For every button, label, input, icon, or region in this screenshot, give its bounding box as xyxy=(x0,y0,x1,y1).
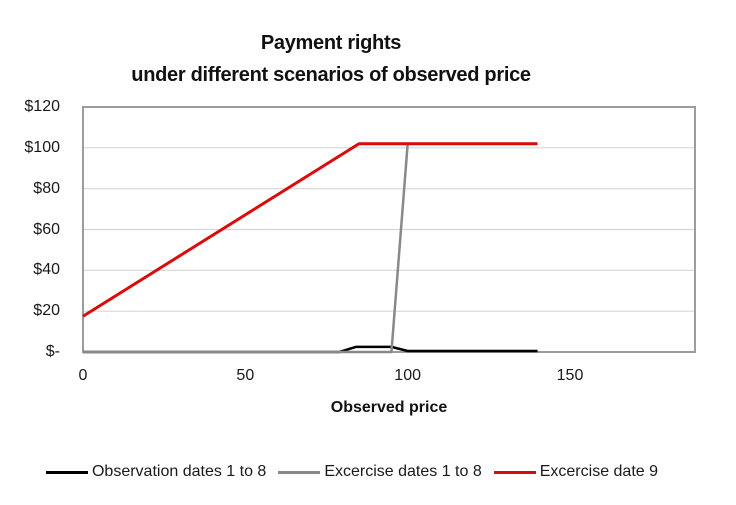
legend-label: Excercise dates 1 to 8 xyxy=(324,463,482,480)
legend-item: Excercise date 9 xyxy=(493,463,659,481)
y-tick-label: $40 xyxy=(33,261,60,279)
y-tick-label: $80 xyxy=(33,179,60,197)
x-tick-label: 50 xyxy=(236,367,255,384)
legend-line-swatch xyxy=(278,470,321,474)
legend-line-swatch xyxy=(45,470,88,474)
legend-label: Excercise date 9 xyxy=(539,463,659,480)
legend-line-swatch xyxy=(493,470,536,474)
y-tick-label: $60 xyxy=(33,220,60,238)
x-axis-title: Observed price xyxy=(330,399,448,416)
y-tick-label: $100 xyxy=(24,138,60,156)
legend-label: Observation dates 1 to 8 xyxy=(91,463,267,480)
series-line-2 xyxy=(82,142,538,318)
legend-item: Excercise dates 1 to 8 xyxy=(278,463,482,481)
y-tick-label: $- xyxy=(45,343,60,360)
legend-item: Observation dates 1 to 8 xyxy=(45,463,267,481)
chart-title-line2: under different scenarios of observed pr… xyxy=(131,64,531,86)
x-tick-label: 150 xyxy=(556,367,584,384)
chart-title: Payment rights under different scenarios… xyxy=(0,27,662,91)
x-tick-label: 0 xyxy=(78,367,88,384)
plot-area xyxy=(82,106,696,354)
legend: Observation dates 1 to 8 Excercise dates … xyxy=(0,461,704,483)
y-tick-label: $120 xyxy=(24,98,60,115)
chart-title-line1: Payment rights xyxy=(260,32,402,54)
x-tick-label: 100 xyxy=(394,367,422,384)
y-tick-label: $20 xyxy=(33,302,60,320)
